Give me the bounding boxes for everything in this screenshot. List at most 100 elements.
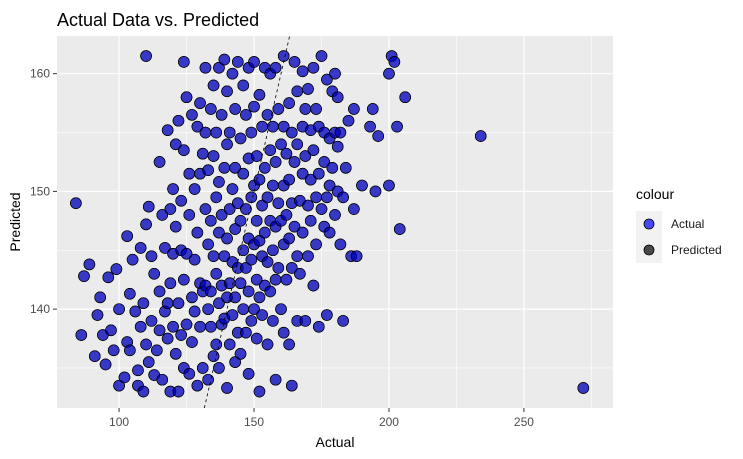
point-predicted [272,197,285,209]
point-predicted [253,385,266,398]
point-predicted [178,56,190,68]
point-predicted [256,120,268,133]
point-predicted [186,109,198,121]
point-predicted [107,344,120,357]
point-predicted [110,263,123,275]
point-predicted [124,288,136,300]
point-predicted [229,162,241,174]
point-predicted [348,203,360,215]
reference-line [203,35,291,409]
point-predicted [261,191,274,204]
point-predicted [315,203,328,215]
point-predicted [207,150,220,162]
point-predicted [102,271,115,284]
x-tick-label: 200 [379,415,399,429]
point-predicted [70,197,82,209]
point-predicted [223,203,236,215]
point-predicted [221,85,233,98]
point-predicted [132,364,144,377]
point-predicted [337,315,349,327]
point-predicted [315,50,328,62]
point-predicted [180,91,193,104]
point-predicted [172,297,185,310]
point-predicted [210,338,223,351]
point-predicted [267,315,279,327]
point-predicted [226,183,239,195]
point-predicted [218,250,231,262]
point-predicted [272,262,285,274]
point-predicted [153,285,166,298]
point-predicted [399,91,411,104]
point-predicted [366,103,379,115]
point-predicted [372,130,384,142]
point-predicted [207,79,220,92]
point-predicted [321,73,333,86]
point-predicted [250,273,263,286]
point-predicted [180,247,193,260]
point-predicted [145,250,158,262]
point-predicted [169,220,182,233]
point-predicted [151,344,163,357]
point-predicted [291,138,304,151]
legend-key-predicted [643,244,655,256]
point-predicted [88,350,101,363]
point-predicted [291,250,304,262]
point-predicted [167,183,179,195]
point-predicted [253,173,266,186]
point-predicted [188,305,201,318]
point-predicted [321,309,333,321]
point-predicted [269,61,282,74]
point-predicted [474,130,487,142]
x-axis-ticks: 100 150 200 250 [109,408,534,429]
point-predicted [75,329,88,341]
point-predicted [299,150,312,162]
point-predicted [277,120,290,133]
point-predicted [356,179,368,192]
point-predicted [326,162,339,174]
point-predicted [334,238,347,251]
point-predicted [221,232,233,245]
point-predicted [213,297,225,310]
point-predicted [105,324,117,337]
point-predicted [159,242,171,254]
point-predicted [191,120,204,133]
point-predicted [232,56,244,68]
point-predicted [223,338,236,351]
point-predicted [178,273,190,286]
point-predicted [277,50,290,62]
point-predicted [261,256,274,268]
point-predicted [264,144,277,156]
point-predicted [175,329,187,341]
point-predicted [323,179,336,192]
point-predicted [183,167,196,180]
point-predicted [164,203,177,215]
point-predicted [129,305,142,318]
point-predicted [169,138,182,151]
point-predicted [256,309,268,321]
point-predicted [329,67,341,80]
point-predicted [210,267,223,280]
point-predicted [172,385,185,398]
point-predicted [350,250,363,262]
point-predicted [196,362,209,374]
point-predicted [253,235,266,247]
point-predicted [207,350,220,363]
point-predicted [237,244,250,257]
point-predicted [196,147,209,160]
point-predicted [156,209,169,221]
point-predicted [237,167,250,180]
legend: colour Actual Predicted [636,186,722,263]
point-predicted [205,103,217,115]
legend-key-actual [643,218,655,230]
point-predicted [126,253,139,266]
point-predicted [286,126,298,139]
point-predicted [229,223,241,235]
legend-label-predicted: Predicted [671,243,722,257]
point-predicted [178,144,190,156]
point-predicted [213,362,225,374]
point-predicted [183,209,196,221]
point-predicted [261,109,274,121]
point-predicted [218,162,231,174]
point-predicted [99,358,112,371]
point-predicted [234,215,247,227]
